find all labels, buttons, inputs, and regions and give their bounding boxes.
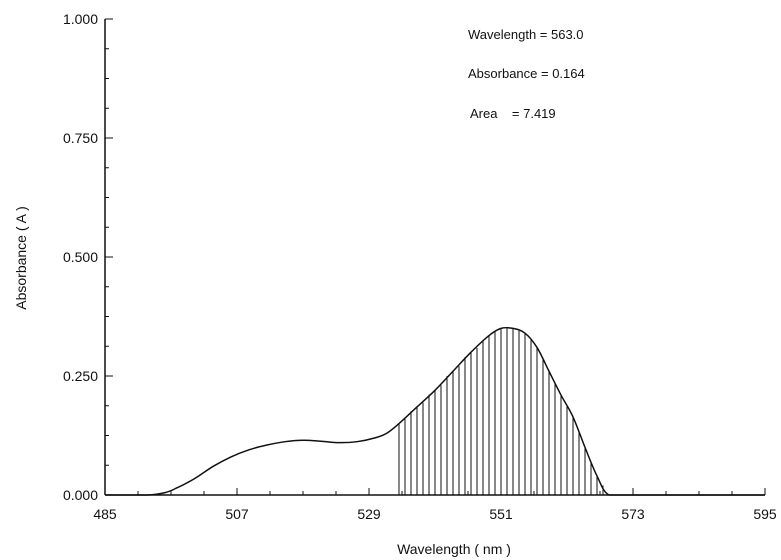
y-tick-label: 0.500 xyxy=(63,249,98,265)
y-tick-label: 0.750 xyxy=(63,130,98,146)
x-tick-label: 573 xyxy=(621,506,645,522)
annotation-absorbance: Absorbance = 0.164 xyxy=(468,66,585,81)
y-tick-label: 1.000 xyxy=(63,11,98,27)
x-tick-label: 595 xyxy=(753,506,777,522)
y-tick-label: 0.000 xyxy=(63,487,98,503)
x-tick-label: 485 xyxy=(93,506,117,522)
x-tick-label: 507 xyxy=(225,506,249,522)
y-axis-title: Absorbance ( A ) xyxy=(13,206,29,310)
shaded-area xyxy=(398,328,604,495)
annotation-area: Area = 7.419 xyxy=(470,106,556,121)
x-tick-label: 551 xyxy=(489,506,513,522)
x-axis-title: Wavelength ( nm ) xyxy=(397,541,511,557)
x-tick-label: 529 xyxy=(357,506,381,522)
y-tick-label: 0.250 xyxy=(63,368,98,384)
annotation-wavelength: Wavelength = 563.0 xyxy=(468,27,584,42)
tick-marks: 485 507 529 551 573 595 0.000 0.250 0.500 0.750 1.… xyxy=(63,11,777,522)
absorbance-curve xyxy=(105,326,765,496)
